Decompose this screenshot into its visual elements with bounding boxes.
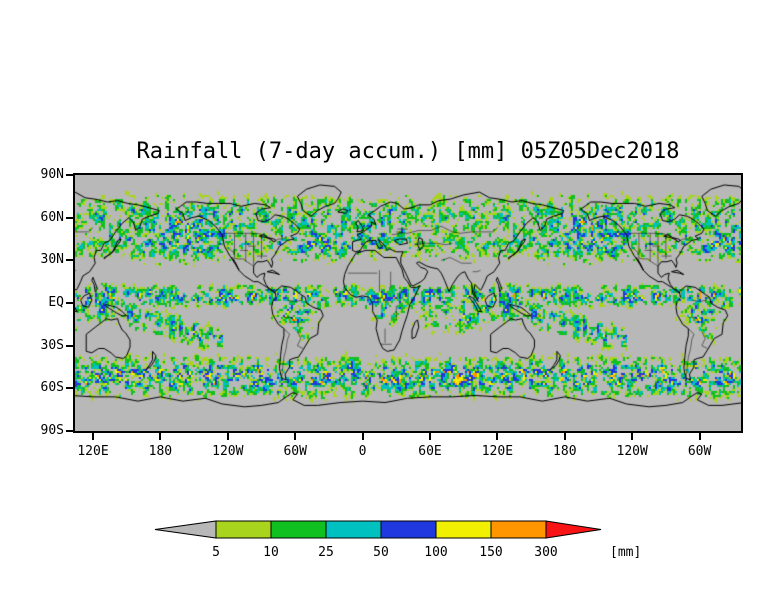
lat-tick-mark: [66, 387, 73, 390]
lon-tick-mark: [496, 433, 499, 440]
colorbar-tick-label: 5: [212, 545, 220, 560]
lat-tick-label: 90N: [40, 167, 64, 182]
colorbar-tick-label: 150: [479, 545, 502, 560]
lat-tick-mark: [66, 216, 73, 219]
lon-tick-label: 60E: [418, 444, 442, 459]
colorbar-tick-label: 300: [534, 545, 557, 560]
lon-tick-mark: [361, 433, 364, 440]
lon-tick-label: 120E: [481, 444, 514, 459]
lon-tick-label: 180: [553, 444, 577, 459]
lon-tick-mark: [294, 433, 297, 440]
lon-tick-mark: [92, 433, 94, 440]
lon-tick-label: 0: [358, 444, 367, 459]
map-frame: [73, 173, 743, 433]
lon-tick-mark: [226, 433, 229, 440]
lat-tick-label: EQ: [48, 295, 64, 310]
lon-tick-label: 120W: [616, 444, 648, 459]
lat-tick-mark: [66, 430, 73, 432]
colorbar-tick-label: 25: [318, 545, 334, 560]
colorbar-segment: [490, 520, 547, 539]
lon-tick-mark: [631, 433, 634, 440]
colorbar-tick-label: 50: [373, 545, 389, 560]
colorbar-segment: [270, 520, 327, 539]
colorbar-segment: [435, 520, 492, 539]
colorbar-segment: [380, 520, 437, 539]
lon-tick-label: 120E: [77, 444, 109, 459]
lat-tick-label: 60N: [40, 209, 64, 225]
lon-tick-label: 60W: [283, 444, 307, 459]
lon-tick-mark: [429, 433, 431, 440]
rainfall-colorbar: 5 10 25 50 100 150 300 [mm]: [154, 520, 641, 560]
lon-tick-mark: [563, 433, 566, 440]
colorbar-unit-label: [mm]: [610, 545, 641, 560]
colorbar-segment: [325, 520, 382, 539]
lat-tick-label: 60S: [40, 380, 64, 396]
colorbar-tick-label: 100: [424, 545, 447, 560]
colorbar-below-min-arrow: [154, 520, 217, 539]
world-rainfall-map-canvas: [75, 175, 741, 431]
lat-tick-label: 90S: [40, 423, 64, 438]
lon-tick-mark: [698, 433, 701, 440]
colorbar-segment: [215, 520, 272, 539]
lat-tick-mark: [66, 259, 73, 262]
colorbar-above-max-arrow: [545, 520, 602, 539]
lon-tick-mark: [159, 433, 162, 440]
lat-tick-mark: [66, 174, 73, 176]
lon-tick-label: 180: [148, 444, 173, 459]
colorbar-tick-label: 10: [263, 545, 279, 560]
lat-tick-mark: [66, 302, 73, 304]
lon-tick-label: 60W: [687, 444, 712, 459]
lat-tick-label: 30N: [40, 252, 64, 268]
figure-title: Rainfall (7-day accum.) [mm] 05Z05Dec201…: [136, 139, 680, 164]
lon-tick-label: 120W: [212, 444, 244, 459]
lat-tick-mark: [66, 344, 73, 347]
lat-tick-label: 30S: [40, 337, 64, 353]
